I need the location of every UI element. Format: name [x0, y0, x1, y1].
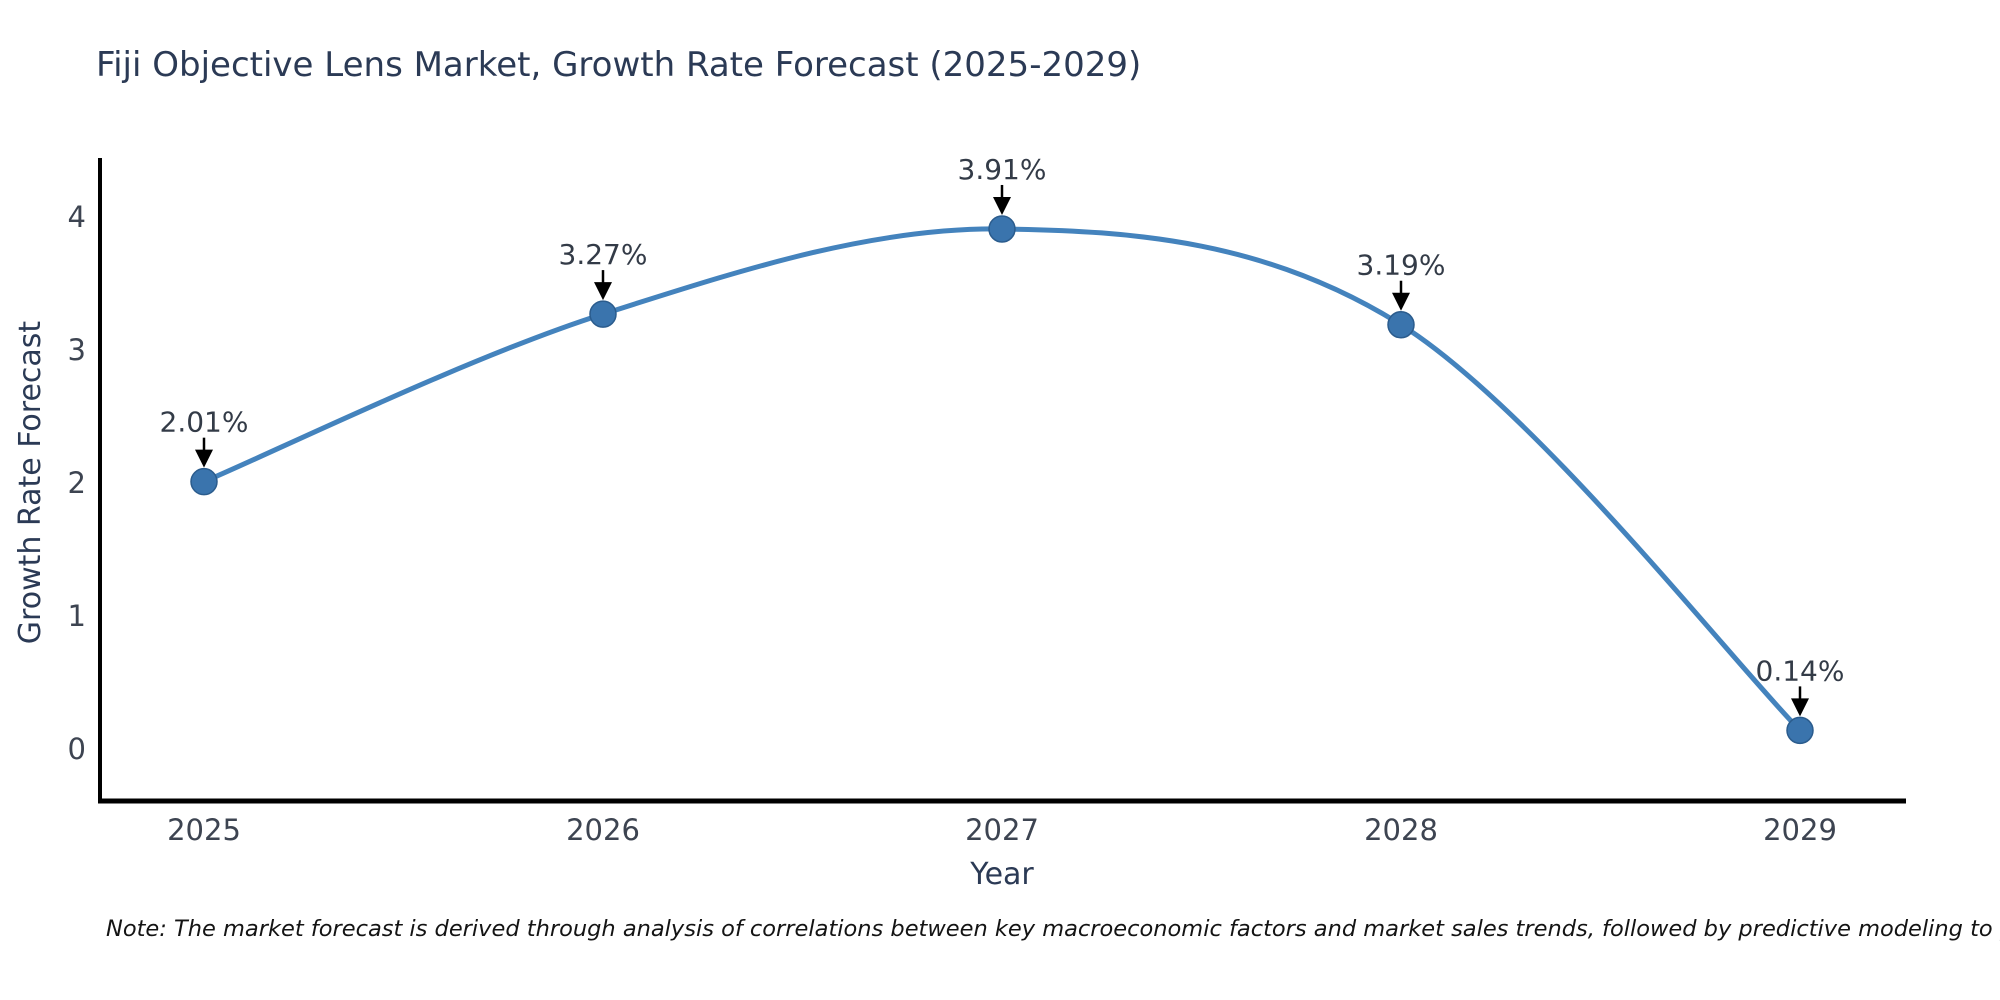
- annotation-arrowhead-icon: [195, 449, 213, 468]
- data-point-2029[interactable]: [1786, 716, 1814, 745]
- annotation-2028: 3.19%: [1357, 249, 1446, 282]
- annotation-2025: 2.01%: [160, 406, 249, 439]
- chart-title: Fiji Objective Lens Market, Growth Rate …: [96, 45, 1142, 85]
- x-tick-2028: 2028: [1364, 813, 1438, 847]
- data-point-2026[interactable]: [589, 300, 617, 328]
- annotation-2027: 3.91%: [958, 153, 1047, 186]
- x-tick-2025: 2025: [167, 813, 241, 847]
- data-point-2028[interactable]: [1387, 310, 1415, 339]
- y-tick-4: 4: [68, 200, 86, 234]
- data-point-2027[interactable]: [988, 215, 1016, 243]
- y-tick-3: 3: [68, 333, 86, 367]
- annotation-arrowhead-icon: [1791, 698, 1809, 717]
- y-axis-title: Growth Rate Forecast: [13, 321, 48, 645]
- x-axis-title: Year: [969, 857, 1034, 892]
- annotation-arrowhead-icon: [993, 196, 1011, 215]
- x-tick-2029: 2029: [1763, 813, 1837, 847]
- x-tick-2026: 2026: [566, 813, 640, 847]
- data-point-2025[interactable]: [190, 467, 218, 496]
- plot-area[interactable]: [100, 158, 1906, 801]
- annotation-arrowhead-icon: [594, 282, 612, 301]
- annotation-2029: 0.14%: [1756, 654, 1845, 687]
- x-tick-2027: 2027: [965, 813, 1039, 847]
- y-tick-0: 0: [68, 732, 86, 766]
- annotation-2026: 3.27%: [559, 238, 648, 271]
- annotation-arrowhead-icon: [1392, 292, 1410, 311]
- y-tick-1: 1: [68, 599, 86, 633]
- footnote: Note: The market forecast is derived thr…: [106, 916, 2000, 942]
- y-tick-2: 2: [68, 466, 86, 500]
